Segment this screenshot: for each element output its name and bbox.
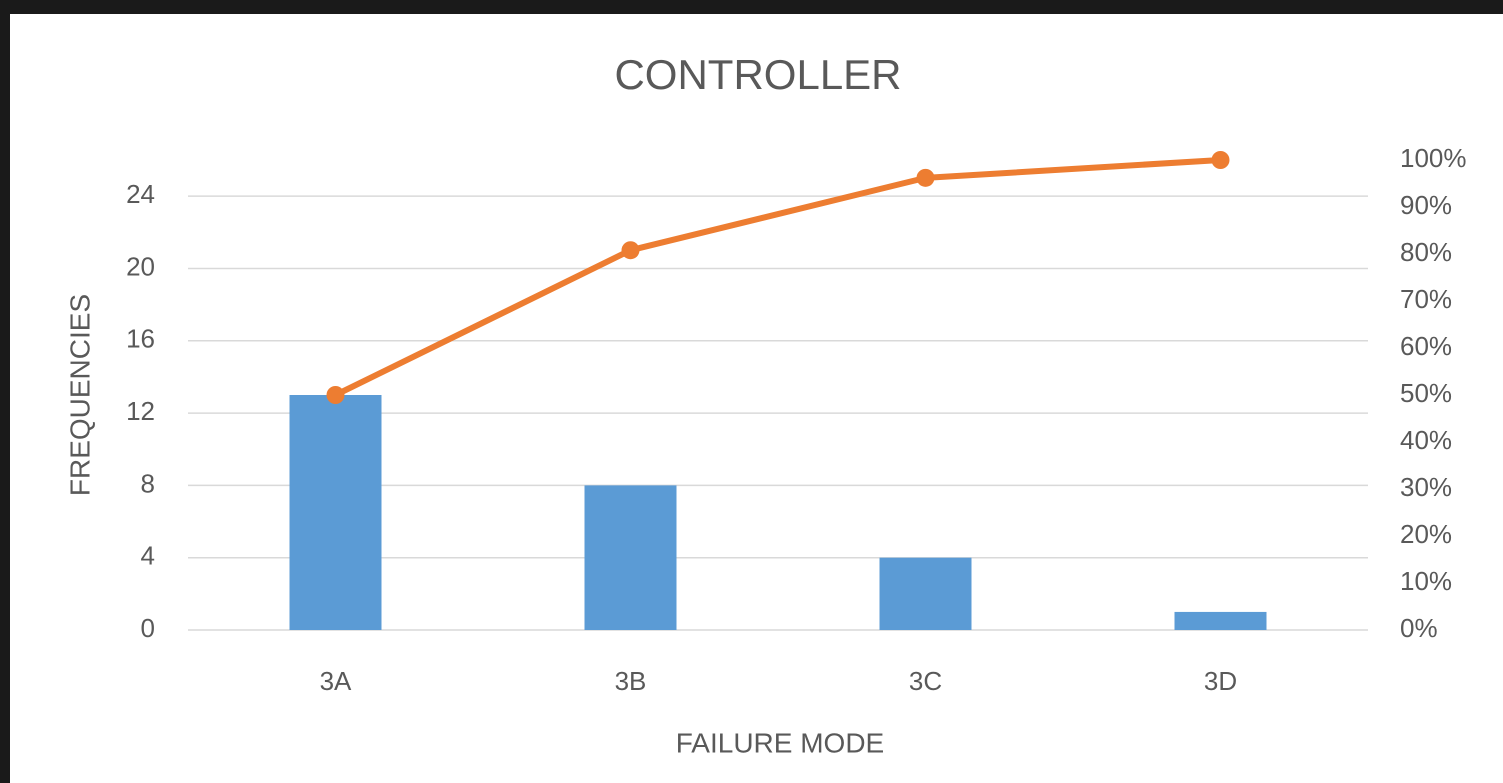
y2-tick-label: 10% [1400, 566, 1452, 596]
bar [1174, 611, 1267, 630]
line [334, 157, 1221, 398]
bar [879, 557, 972, 630]
y2-tick-label: 20% [1400, 519, 1452, 549]
y-tick-label: 0 [141, 613, 155, 643]
y-tick-label: 20 [126, 251, 155, 281]
x-axis-title: FAILURE MODE [676, 727, 884, 758]
y-tick-label: 8 [141, 468, 155, 498]
y-tick-label: 12 [126, 396, 155, 426]
chart-background [10, 14, 1503, 783]
y2-tick-label: 0% [1400, 613, 1438, 643]
y-axis-title: FREQUENCIES [64, 294, 95, 496]
y2-tick-label: 70% [1400, 284, 1452, 314]
y2-tick-label: 100% [1400, 143, 1467, 173]
y2-tick-label: 40% [1400, 425, 1452, 455]
y2-tick-label: 60% [1400, 331, 1452, 361]
y2-tick-label: 50% [1400, 378, 1452, 408]
x-tick-label: 3B [615, 666, 647, 696]
line-marker [916, 168, 935, 187]
y2-tick-label: 90% [1400, 190, 1452, 220]
chart-title: CONTROLLER [614, 51, 901, 98]
x-tick-label: 3C [909, 666, 942, 696]
y-tick-label: 16 [126, 324, 155, 354]
bar [584, 485, 677, 630]
line-marker [621, 241, 640, 260]
line-marker [326, 386, 345, 404]
y-tick-label: 24 [126, 179, 155, 209]
y2-tick-label: 30% [1400, 472, 1452, 502]
y2-tick-label: 80% [1400, 237, 1452, 267]
line-marker [1211, 151, 1230, 169]
bar [289, 395, 382, 630]
x-tick-label: 3A [320, 666, 352, 696]
x-tick-label: 3D [1204, 666, 1237, 696]
y-tick-label: 4 [141, 541, 155, 571]
